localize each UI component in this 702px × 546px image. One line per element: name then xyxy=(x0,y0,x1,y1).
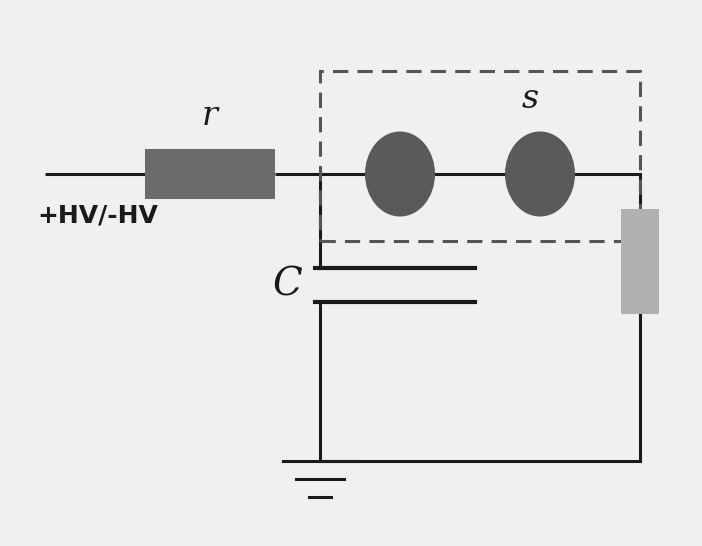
Bar xyxy=(320,71,640,241)
Text: r: r xyxy=(202,100,218,132)
Ellipse shape xyxy=(365,132,435,217)
Text: C: C xyxy=(272,266,302,304)
Text: s: s xyxy=(522,83,538,115)
Bar xyxy=(621,209,659,313)
Bar xyxy=(145,149,275,199)
Ellipse shape xyxy=(505,132,575,217)
Text: +HV/-HV: +HV/-HV xyxy=(37,204,158,228)
